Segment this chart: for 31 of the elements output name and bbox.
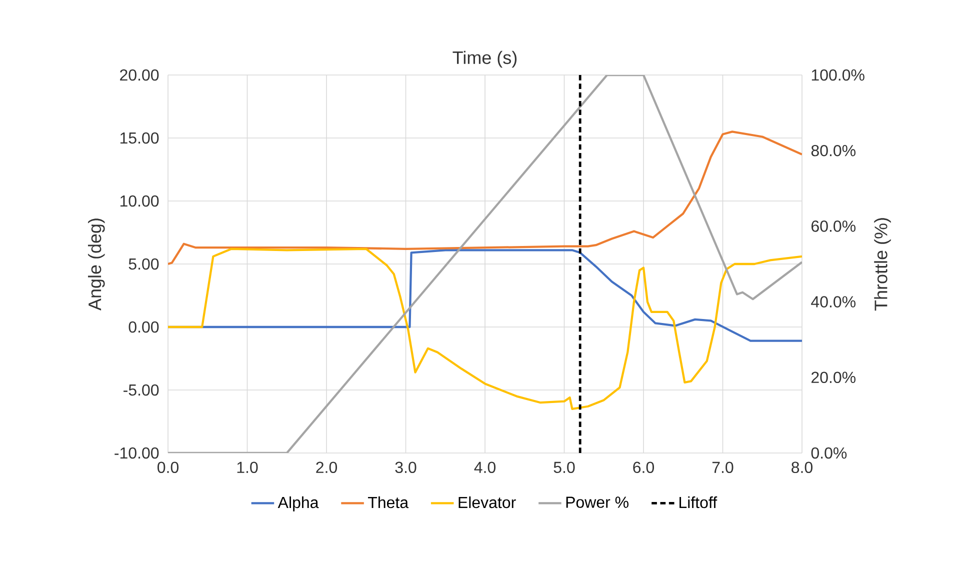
y-tick-label: 5.00 — [128, 258, 159, 270]
y2-axis-title: Throttle (%) — [874, 218, 891, 311]
y2-tick-label: 40.0% — [811, 296, 856, 308]
y-tick-label: -5.00 — [124, 384, 159, 396]
y-tick-label: 10.00 — [120, 195, 159, 207]
x-tick-label: 2.0 — [316, 462, 338, 474]
legend-label: Liftoff — [680, 496, 718, 508]
x-tick-label: 1.0 — [237, 462, 258, 474]
x-tick-label: 4.0 — [474, 462, 496, 474]
chart-title: Time (s) — [452, 50, 517, 68]
y2-tick-label: 80.0% — [811, 144, 856, 156]
x-tick-label: 7.0 — [712, 462, 734, 474]
y2-tick-label: 60.0% — [812, 220, 856, 232]
line-series — [168, 75, 802, 453]
y-tick-label: 0.00 — [128, 321, 159, 333]
y-tick-label: 20.00 — [120, 69, 159, 81]
legend-label: Alpha — [278, 496, 319, 512]
legend-label: Theta — [368, 496, 409, 508]
y-tick-label: -10.00 — [114, 447, 159, 459]
legend-label: Elevator — [458, 496, 516, 508]
y-tick-label: 15.00 — [120, 132, 159, 144]
x-tick-label: 6.0 — [633, 462, 654, 474]
x-tick-label: 3.0 — [395, 462, 416, 474]
x-tick-label: 0.0 — [158, 462, 179, 474]
legend-label: Power % — [566, 496, 628, 508]
y2-tick-label: 20.0% — [812, 372, 856, 384]
x-tick-label: 8.0 — [792, 462, 812, 474]
y-axis-title: Angle (deg) — [88, 218, 105, 310]
x-tick-label: 5.0 — [554, 462, 575, 474]
y2-tick-label: 100.0% — [812, 69, 864, 81]
y2-tick-label: 0.0% — [811, 447, 847, 459]
